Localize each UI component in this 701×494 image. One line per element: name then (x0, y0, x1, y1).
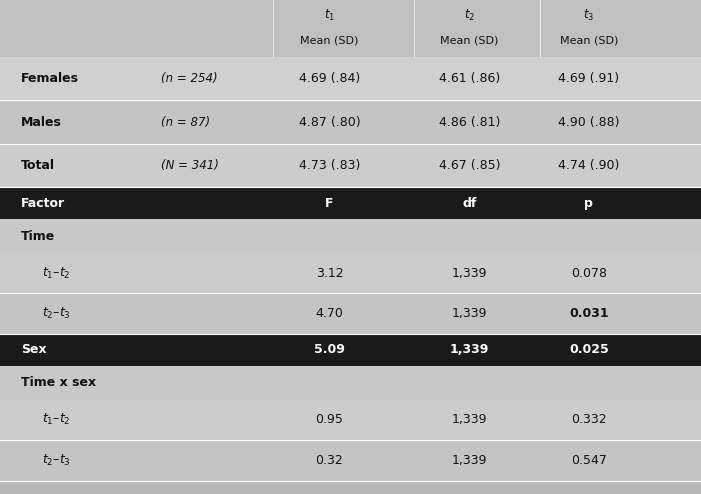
Text: 0.95: 0.95 (315, 413, 343, 426)
Text: (n = 87): (n = 87) (161, 116, 210, 128)
Text: Mean (SD): Mean (SD) (300, 36, 359, 46)
Text: 4.67 (.85): 4.67 (.85) (439, 159, 501, 172)
Text: Factor: Factor (21, 197, 65, 210)
Text: Time: Time (21, 230, 55, 243)
Text: 0.025: 0.025 (569, 343, 608, 357)
Text: 4.73 (.83): 4.73 (.83) (299, 159, 360, 172)
Bar (0, 400, 701, 440)
Text: $t_1$: $t_1$ (324, 8, 335, 23)
Text: 0.078: 0.078 (571, 267, 607, 280)
Text: F: F (325, 197, 334, 210)
Text: p: p (585, 197, 593, 210)
Text: 0.332: 0.332 (571, 413, 606, 426)
Text: $t_1$–$t_2$: $t_1$–$t_2$ (42, 412, 71, 427)
Text: 5.09: 5.09 (314, 343, 345, 357)
Text: Total: Total (21, 159, 55, 172)
Text: $t_3$: $t_3$ (583, 8, 594, 23)
Text: Mean (SD): Mean (SD) (559, 36, 618, 46)
Text: 4.86 (.81): 4.86 (.81) (439, 116, 501, 128)
Text: 3.12: 3.12 (315, 267, 343, 280)
Text: 1,339: 1,339 (452, 413, 487, 426)
Bar (0, 57, 701, 100)
Text: $t_1$–$t_2$: $t_1$–$t_2$ (42, 266, 71, 281)
Bar (0, 253, 701, 293)
Text: (n = 254): (n = 254) (161, 72, 218, 85)
Text: $t_2$: $t_2$ (464, 8, 475, 23)
Bar (0, 366, 701, 400)
Text: 0.32: 0.32 (315, 454, 343, 467)
Text: $t_2$–$t_3$: $t_2$–$t_3$ (42, 306, 71, 321)
Text: 4.74 (.90): 4.74 (.90) (558, 159, 620, 172)
Text: 0.031: 0.031 (569, 307, 608, 320)
Text: 4.61 (.86): 4.61 (.86) (439, 72, 501, 85)
Text: Females: Females (21, 72, 79, 85)
Text: df: df (463, 197, 477, 210)
Bar (0, 0, 701, 57)
Text: 4.87 (.80): 4.87 (.80) (299, 116, 360, 128)
Text: Mean (SD): Mean (SD) (440, 36, 499, 46)
Bar (0, 334, 701, 366)
Text: $t_2$–$t_3$: $t_2$–$t_3$ (42, 453, 71, 468)
Text: 1,339: 1,339 (452, 454, 487, 467)
Text: (N = 341): (N = 341) (161, 159, 219, 172)
Text: Time x sex: Time x sex (21, 376, 96, 389)
Text: 4.70: 4.70 (315, 307, 343, 320)
Text: 4.69 (.84): 4.69 (.84) (299, 72, 360, 85)
Bar (0, 100, 701, 144)
Bar (0, 187, 701, 219)
Bar (0, 144, 701, 187)
Text: 4.90 (.88): 4.90 (.88) (558, 116, 620, 128)
Text: 1,339: 1,339 (452, 267, 487, 280)
Bar (0, 293, 701, 334)
Bar (0, 440, 701, 481)
Bar (0, 219, 701, 253)
Text: 1,339: 1,339 (452, 307, 487, 320)
Text: 0.547: 0.547 (571, 454, 607, 467)
Text: Males: Males (21, 116, 62, 128)
Text: Sex: Sex (21, 343, 47, 357)
Text: 4.69 (.91): 4.69 (.91) (558, 72, 620, 85)
Text: 1,339: 1,339 (450, 343, 489, 357)
